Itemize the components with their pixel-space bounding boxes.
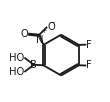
- Text: HO: HO: [9, 67, 25, 77]
- Text: HO: HO: [9, 53, 25, 63]
- Text: N: N: [36, 35, 44, 45]
- Text: F: F: [86, 60, 92, 70]
- Text: +: +: [42, 28, 47, 34]
- Text: O: O: [20, 29, 28, 39]
- Text: −: −: [49, 20, 54, 26]
- Text: O: O: [47, 22, 55, 32]
- Text: F: F: [86, 40, 92, 50]
- Text: B: B: [30, 60, 37, 70]
